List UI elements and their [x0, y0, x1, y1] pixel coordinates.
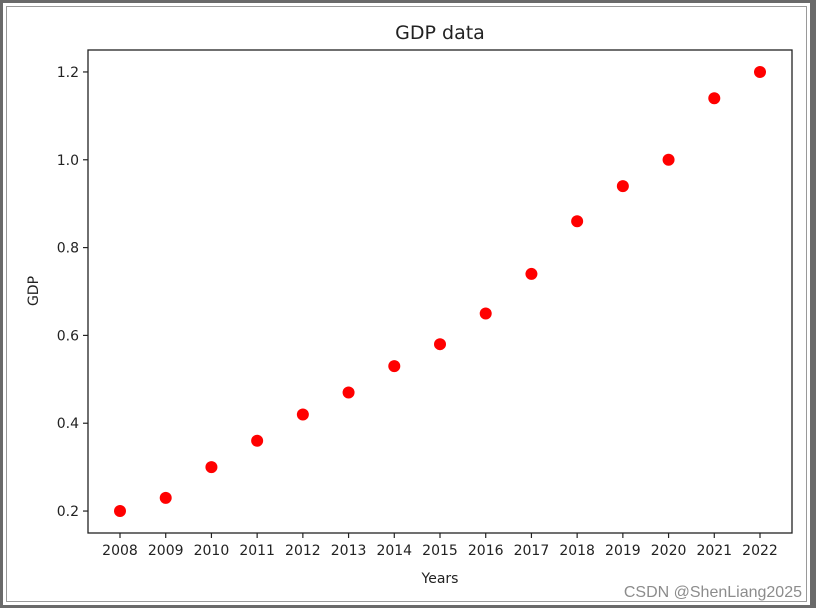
- x-tick-label: 2018: [559, 543, 595, 559]
- x-tick-label: 2019: [605, 543, 641, 559]
- x-tick-label: 2022: [742, 543, 778, 559]
- x-tick-label: 2013: [331, 543, 367, 559]
- data-point: [205, 461, 218, 474]
- data-point: [662, 153, 675, 166]
- y-tick-label: 0.8: [57, 241, 79, 257]
- x-tick-label: 2020: [651, 543, 687, 559]
- x-tick-label: 2017: [514, 543, 550, 559]
- x-tick-label: 2021: [696, 543, 732, 559]
- y-tick-label: 0.4: [57, 416, 79, 432]
- data-point: [571, 215, 584, 228]
- y-tick-label: 1.2: [57, 65, 79, 81]
- data-point: [114, 505, 126, 518]
- x-tick-label: 2011: [239, 543, 275, 559]
- x-axis-label: Years: [421, 571, 459, 587]
- data-point: [754, 65, 766, 78]
- data-points: [114, 65, 766, 518]
- y-tick-label: 0.2: [57, 504, 79, 520]
- chart-title: GDP data: [395, 22, 485, 44]
- x-tick-label: 2015: [422, 543, 458, 559]
- x-tick-label: 2012: [285, 543, 321, 559]
- x-axis: 2008 2009 2010 2011 2012 2013 2014 2015 2016 2017…: [102, 533, 778, 559]
- x-tick-label: 2016: [468, 543, 504, 559]
- x-tick-label: 2010: [194, 543, 230, 559]
- watermark: CSDN @ShenLiang2025: [623, 584, 802, 601]
- y-axis-label: GDP: [26, 276, 42, 306]
- x-tick-label: 2009: [148, 543, 184, 559]
- data-point: [159, 491, 172, 504]
- data-point: [708, 92, 721, 105]
- data-point: [342, 386, 355, 399]
- y-tick-label: 1.0: [57, 153, 79, 169]
- data-point: [388, 360, 401, 373]
- data-point: [251, 434, 264, 447]
- data-point: [434, 338, 446, 351]
- y-tick-label: 0.6: [57, 328, 79, 344]
- x-tick-label: 2008: [102, 543, 138, 559]
- plot-area: [87, 49, 793, 534]
- data-point: [616, 180, 629, 193]
- x-tick-label: 2014: [376, 543, 412, 559]
- data-point: [479, 307, 492, 320]
- y-axis: 0.2 0.4 0.6 0.8 1.0 1.2: [57, 65, 88, 520]
- data-point: [296, 408, 309, 421]
- data-point: [525, 267, 538, 280]
